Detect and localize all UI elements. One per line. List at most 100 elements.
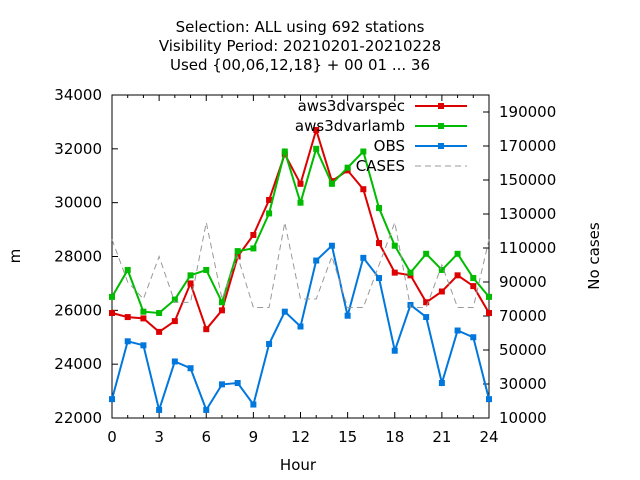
series-point-aws3dvarlamb <box>344 164 351 171</box>
series-point-OBS <box>344 312 351 319</box>
legend-marker-OBS <box>438 143 444 149</box>
series-point-OBS <box>454 327 461 334</box>
series-point-OBS <box>376 275 383 282</box>
chart-title-line-1: Selection: ALL using 692 stations <box>176 18 425 36</box>
series-point-aws3dvarspec <box>313 126 320 133</box>
series-point-aws3dvarlamb <box>140 308 147 315</box>
series-point-aws3dvarlamb <box>203 266 210 273</box>
y2-tick-label: 170000 <box>499 137 556 155</box>
x-tick-label: 12 <box>291 428 310 446</box>
legend-marker-aws3dvarspec <box>438 103 444 109</box>
series-line-aws3dvarspec <box>111 126 490 334</box>
legend-marker-aws3dvarlamb <box>438 123 444 129</box>
series-point-aws3dvarspec <box>250 231 257 238</box>
series-point-OBS <box>171 358 178 365</box>
series-point-OBS <box>124 338 131 345</box>
series-point-aws3dvarspec <box>156 328 163 335</box>
series-line-CASES <box>111 220 490 308</box>
series-point-aws3dvarlamb <box>281 148 288 155</box>
legend-label-OBS: OBS <box>374 137 405 155</box>
series-point-aws3dvarspec <box>454 272 461 279</box>
y2-tick-label: 10000 <box>499 409 547 427</box>
y2-tick-label: 70000 <box>499 307 547 325</box>
series-point-OBS <box>328 242 335 249</box>
series-point-aws3dvarlamb <box>109 293 115 300</box>
series-point-aws3dvarlamb <box>266 210 273 217</box>
y2-tick-label: 190000 <box>499 103 556 121</box>
series-point-aws3dvarlamb <box>313 145 320 152</box>
y-tick-label: 34000 <box>54 86 102 104</box>
y-tick-label: 22000 <box>54 409 102 427</box>
y2-tick-label: 30000 <box>499 375 547 393</box>
series-point-OBS <box>250 401 257 408</box>
series-point-aws3dvarspec <box>297 180 304 187</box>
legend-label-aws3dvarspec: aws3dvarspec <box>298 97 405 115</box>
series-point-aws3dvarlamb <box>234 248 241 255</box>
series-point-aws3dvarlamb <box>124 266 131 273</box>
series-point-aws3dvarlamb <box>360 148 367 155</box>
y2-tick-label: 110000 <box>499 239 556 257</box>
series-point-aws3dvarspec <box>124 314 131 321</box>
x-tick-label: 3 <box>154 428 164 446</box>
series-point-OBS <box>109 396 115 403</box>
y2-tick-label: 50000 <box>499 341 547 359</box>
series-line-aws3dvarlamb <box>111 145 490 315</box>
y-tick-label: 32000 <box>54 140 102 158</box>
y-tick-label: 28000 <box>54 248 102 266</box>
series-point-aws3dvarlamb <box>470 275 477 282</box>
y-axis-label: m <box>6 249 24 264</box>
series-point-OBS <box>486 396 492 403</box>
x-tick-label: 6 <box>201 428 211 446</box>
x-tick-label: 15 <box>338 428 357 446</box>
x-tick-label: 24 <box>479 428 498 446</box>
series-point-aws3dvarspec <box>486 310 492 317</box>
x-tick-label: 18 <box>385 428 404 446</box>
series-point-aws3dvarspec <box>203 326 210 333</box>
x-tick-label: 9 <box>249 428 259 446</box>
y2-tick-label: 90000 <box>499 273 547 291</box>
series-point-aws3dvarspec <box>171 318 178 325</box>
chart-title-line-3: Used {00,06,12,18} + 00 01 ... 36 <box>170 56 430 74</box>
series-point-aws3dvarlamb <box>391 242 398 249</box>
x-tick-label: 0 <box>107 428 117 446</box>
series-point-aws3dvarspec <box>187 280 194 287</box>
y-tick-label: 26000 <box>54 301 102 319</box>
series-point-OBS <box>234 380 241 387</box>
series-point-aws3dvarspec <box>218 307 225 314</box>
series-point-OBS <box>313 257 320 264</box>
series-point-OBS <box>218 381 225 388</box>
series-point-aws3dvarlamb <box>156 310 163 317</box>
y-tick-label: 24000 <box>54 355 102 373</box>
axis-ticks: 0 3 6 9 12 15 18 21 24 22000 24000 26000 28000 30000 3… <box>54 86 556 446</box>
legend-label-CASES: CASES <box>356 157 405 175</box>
series-point-aws3dvarlamb <box>297 199 304 206</box>
y2-tick-label: 130000 <box>499 205 556 223</box>
series-point-OBS <box>187 365 194 372</box>
series-point-aws3dvarlamb <box>250 245 257 252</box>
series-point-OBS <box>140 342 147 349</box>
series-point-aws3dvarlamb <box>328 180 335 187</box>
series-point-aws3dvarspec <box>140 315 147 322</box>
chart-title-line-2: Visibility Period: 20210201-20210228 <box>159 37 441 55</box>
series-point-aws3dvarspec <box>423 299 430 306</box>
plot-frame <box>111 94 490 419</box>
series-point-aws3dvarspec <box>438 288 445 295</box>
series-point-aws3dvarspec <box>470 283 477 290</box>
x-tick-label: 21 <box>432 428 451 446</box>
series-point-aws3dvarlamb <box>171 296 178 303</box>
y2-tick-label: 150000 <box>499 171 556 189</box>
series-point-OBS <box>266 340 273 347</box>
series-point-aws3dvarspec <box>376 240 383 247</box>
legend: aws3dvarspec aws3dvarlamb OBS CASES <box>295 97 467 175</box>
series-point-OBS <box>360 254 367 261</box>
series-point-OBS <box>203 406 210 413</box>
x-axis-label: Hour <box>280 456 317 474</box>
series-point-OBS <box>156 406 163 413</box>
series-point-aws3dvarlamb <box>423 250 430 257</box>
series-point-OBS <box>281 308 288 315</box>
series-point-aws3dvarlamb <box>486 293 492 300</box>
series-point-OBS <box>297 323 304 330</box>
legend-label-aws3dvarlamb: aws3dvarlamb <box>295 117 405 135</box>
series-point-aws3dvarspec <box>109 310 115 317</box>
